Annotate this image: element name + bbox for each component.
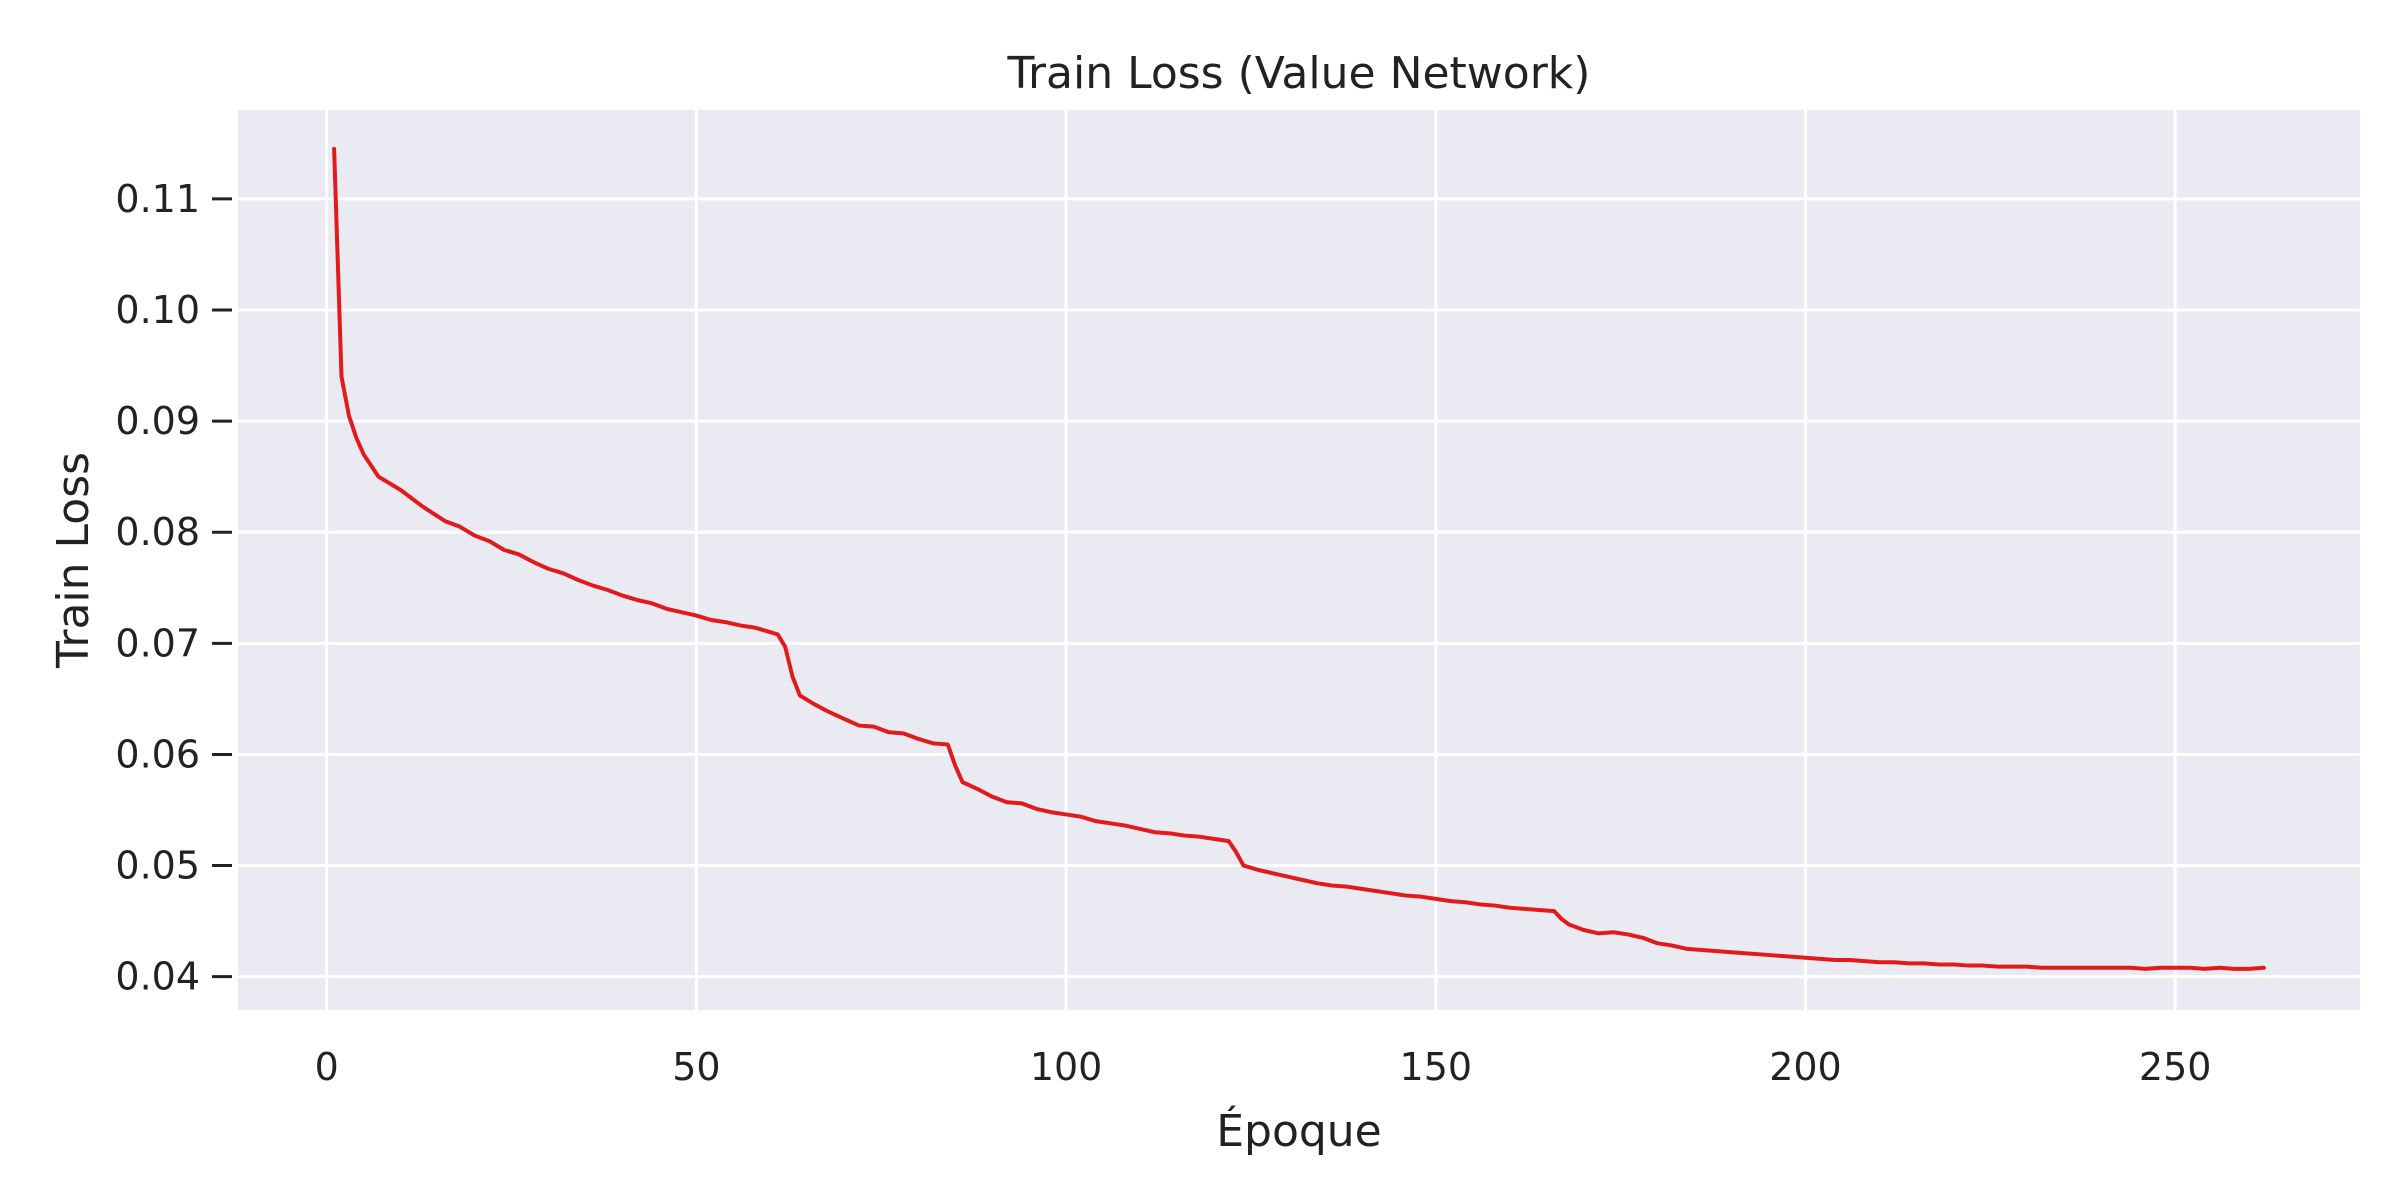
- x-tick-label: 50: [672, 1045, 720, 1089]
- x-tick-label: 150: [1400, 1045, 1473, 1089]
- y-tick-label: 0.06: [115, 732, 200, 776]
- x-tick-label: 200: [1769, 1045, 1842, 1089]
- y-tick-label: 0.07: [115, 621, 200, 665]
- x-tick-label: 250: [2139, 1045, 2212, 1089]
- y-axis-title: Train Loss: [48, 452, 99, 669]
- x-axis-title: Époque: [1216, 1104, 1382, 1157]
- x-tick-label: 100: [1030, 1045, 1103, 1089]
- y-tick-label: 0.09: [115, 399, 200, 443]
- chart-title: Train Loss (Value Network): [1007, 48, 1591, 99]
- y-tick-label: 0.08: [115, 510, 200, 554]
- x-tick-label: 0: [315, 1045, 339, 1089]
- y-tick-label: 0.05: [115, 844, 200, 888]
- y-tick-label: 0.10: [115, 288, 200, 332]
- grid-lines: [238, 110, 2360, 1010]
- y-tick-label: 0.04: [115, 955, 200, 999]
- y-tick-label: 0.11: [115, 177, 200, 221]
- plot-background: [238, 110, 2360, 1010]
- series-line: [332, 146, 2266, 971]
- series-group: [332, 146, 2266, 971]
- axis-ticks: 0 50 100 150 200 250 0.04 0.05 0.06 0.07 0.08 0.09 0…: [115, 177, 2211, 1089]
